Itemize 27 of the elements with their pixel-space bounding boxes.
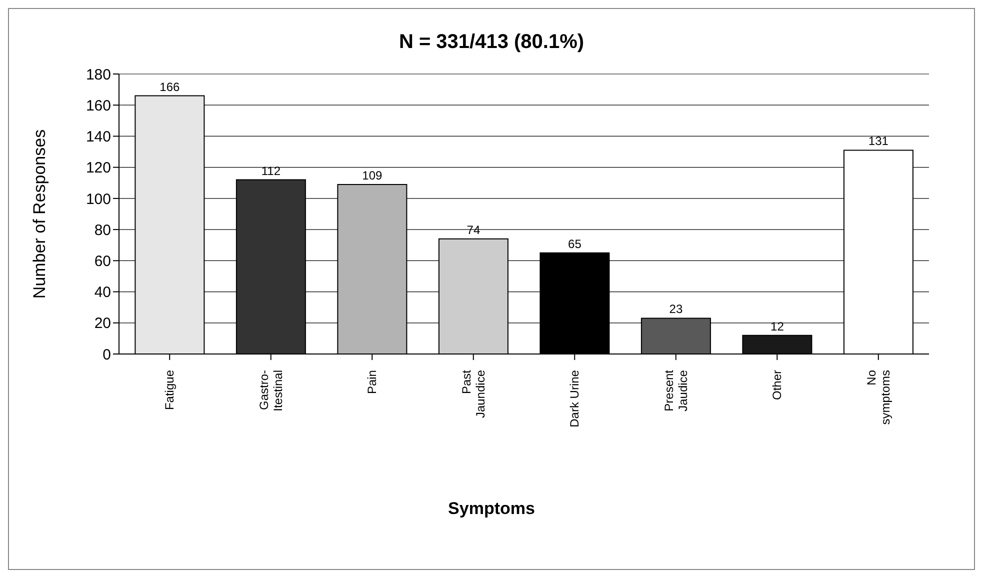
- y-axis-title: Number of Responses: [30, 129, 50, 299]
- x-tick-label: Pain: [365, 370, 380, 394]
- data-label: 65: [568, 236, 582, 251]
- y-tick-label: 40: [94, 284, 111, 302]
- y-tick-label: 140: [86, 128, 111, 146]
- data-label: 131: [868, 134, 889, 148]
- y-tick-label: 120: [86, 160, 111, 177]
- x-tick-label: Dark Urine: [568, 370, 582, 428]
- y-tick-label: 100: [86, 190, 111, 208]
- chart-title: N = 331/413 (80.1%): [398, 31, 586, 54]
- data-label: 109: [362, 168, 383, 182]
- y-tick-label: 80: [94, 222, 111, 239]
- x-axis-title: Symptoms: [447, 499, 536, 519]
- y-tick-label: 0: [102, 346, 111, 364]
- x-tick-label: Other: [770, 370, 784, 400]
- x-tick-label: Present Jaudice: [662, 369, 690, 412]
- x-tick-label: Fatigue: [162, 370, 177, 410]
- data-label: 23: [669, 302, 683, 316]
- y-tick-label: 60: [94, 252, 111, 270]
- x-tick-label: Past Jaundice: [459, 369, 488, 418]
- data-label: 12: [770, 319, 784, 334]
- x-tick-label: No symptoms: [864, 370, 892, 425]
- y-tick-label: 180: [86, 66, 111, 84]
- x-tick-label: Gastro- Itestinal: [256, 370, 285, 412]
- data-label: 166: [160, 80, 180, 94]
- y-tick-label: 20: [94, 315, 111, 332]
- y-tick-label: 160: [86, 97, 111, 114]
